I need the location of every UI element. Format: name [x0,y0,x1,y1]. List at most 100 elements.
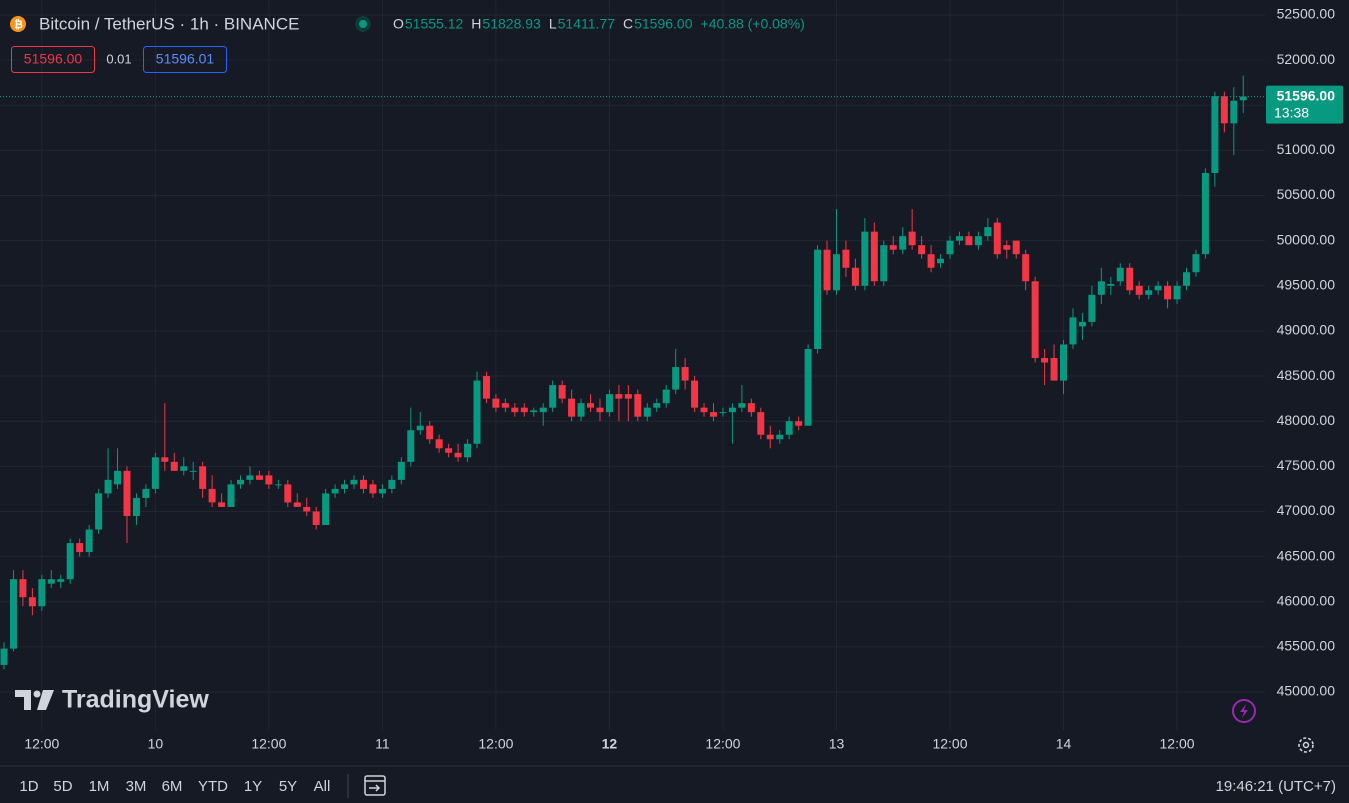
bitcoin-glyph: ₿ [14,19,23,31]
range-button[interactable]: 3M [126,778,147,795]
candle-body [501,403,509,408]
candle-body [955,236,963,241]
logo-dot [33,690,41,698]
candle-body [265,475,273,485]
buy-price[interactable]: 51596.01 [156,51,215,67]
candle-body [208,488,216,503]
y-tick-label: 48500.00 [1277,367,1336,383]
candle-body [1012,240,1020,255]
candle-body [38,579,46,607]
candle-body [568,398,576,417]
candle-body [57,579,65,582]
candle-body [946,240,954,255]
price-change: +40.88 (+0.08%) [701,16,805,32]
range-button[interactable]: 1Y [244,778,262,795]
range-button[interactable]: All [314,778,331,795]
candle-body [464,443,472,458]
ohlc-key: O [393,16,404,32]
candle-body [605,394,613,413]
range-button[interactable]: 1M [89,778,110,795]
lightning-button[interactable] [1232,699,1256,723]
current-price-tag [1266,85,1343,124]
symbol-title[interactable]: Bitcoin / TetherUS · 1h · BINANCE [39,14,299,33]
candle-body [341,484,349,489]
candle-body [255,475,263,480]
candle-body [1126,267,1134,291]
candle-body [28,597,36,607]
candle-body [634,394,642,417]
candle-body [85,529,93,553]
candle-body [785,421,793,435]
candle-body [520,407,528,413]
candle-body [832,254,840,291]
candle-body [492,398,500,408]
candle-body [653,403,661,408]
brand-name: TradingView [62,686,209,714]
logo-shape [37,690,54,710]
candle-body [728,407,736,413]
candle-body [615,394,623,399]
gear-outer[interactable] [1298,737,1314,753]
clock[interactable]: 19:46:21 (UTC+7) [1216,778,1336,795]
candle-body [747,403,755,413]
candle-body [388,479,396,489]
y-tick-label: 48000.00 [1277,412,1336,428]
candle-body [861,231,869,286]
candle-body [974,236,982,246]
candle-body [1069,317,1077,345]
logo-shape [15,690,31,710]
settings-icon[interactable] [1298,737,1314,753]
y-tick-label: 49000.00 [1277,322,1336,338]
candle-body [312,511,320,526]
x-tick-label: 10 [148,736,164,752]
range-button[interactable]: 6M [162,778,183,795]
candle-body [899,236,907,250]
x-tick-label: 14 [1056,736,1072,752]
range-button[interactable]: 1D [19,778,38,795]
candle-body [1022,254,1030,282]
x-tick-label: 12:00 [705,736,740,752]
candle-body [95,493,103,530]
bitcoin-icon [10,16,26,32]
y-tick-label: 45000.00 [1277,683,1336,699]
candle-body [1135,285,1143,295]
candle-body [1211,96,1219,173]
ohlc-key: H [471,16,481,32]
date-range-icon[interactable] [364,775,386,796]
candles [0,75,1265,670]
candle-body [918,245,926,255]
candle-body [161,457,169,462]
candle-body [1097,281,1105,295]
range-button[interactable]: YTD [198,778,228,795]
candle-body [1145,290,1153,295]
candle-body [1239,96,1247,101]
market-status-dot[interactable] [359,20,367,28]
candle-body [114,470,122,485]
candle-body [795,421,803,426]
candle-body [757,412,765,435]
sell-button[interactable] [11,46,95,73]
candle-body [1041,358,1049,363]
sell-price[interactable]: 51596.00 [24,51,83,67]
ohlc-value: 51596.00 [634,16,693,32]
y-tick-label: 50500.00 [1277,186,1336,202]
range-button[interactable]: 5Y [279,778,297,795]
candle-body [237,479,244,485]
candle-body [1183,272,1190,286]
candle-body [1088,294,1096,322]
candle-body [738,403,746,408]
candle-body [766,434,774,440]
candle-body [1003,245,1011,250]
candle-body [66,543,74,580]
candle-body [123,470,131,516]
candle-body [672,367,680,390]
buy-button[interactable] [143,46,227,73]
y-tick-label: 47500.00 [1277,457,1336,473]
range-button[interactable]: 5D [53,778,72,795]
candle-body [710,412,717,417]
calendar-icon[interactable] [364,775,386,796]
candle-body [303,506,311,512]
candle-body [965,236,973,246]
candle-body [1173,285,1181,300]
